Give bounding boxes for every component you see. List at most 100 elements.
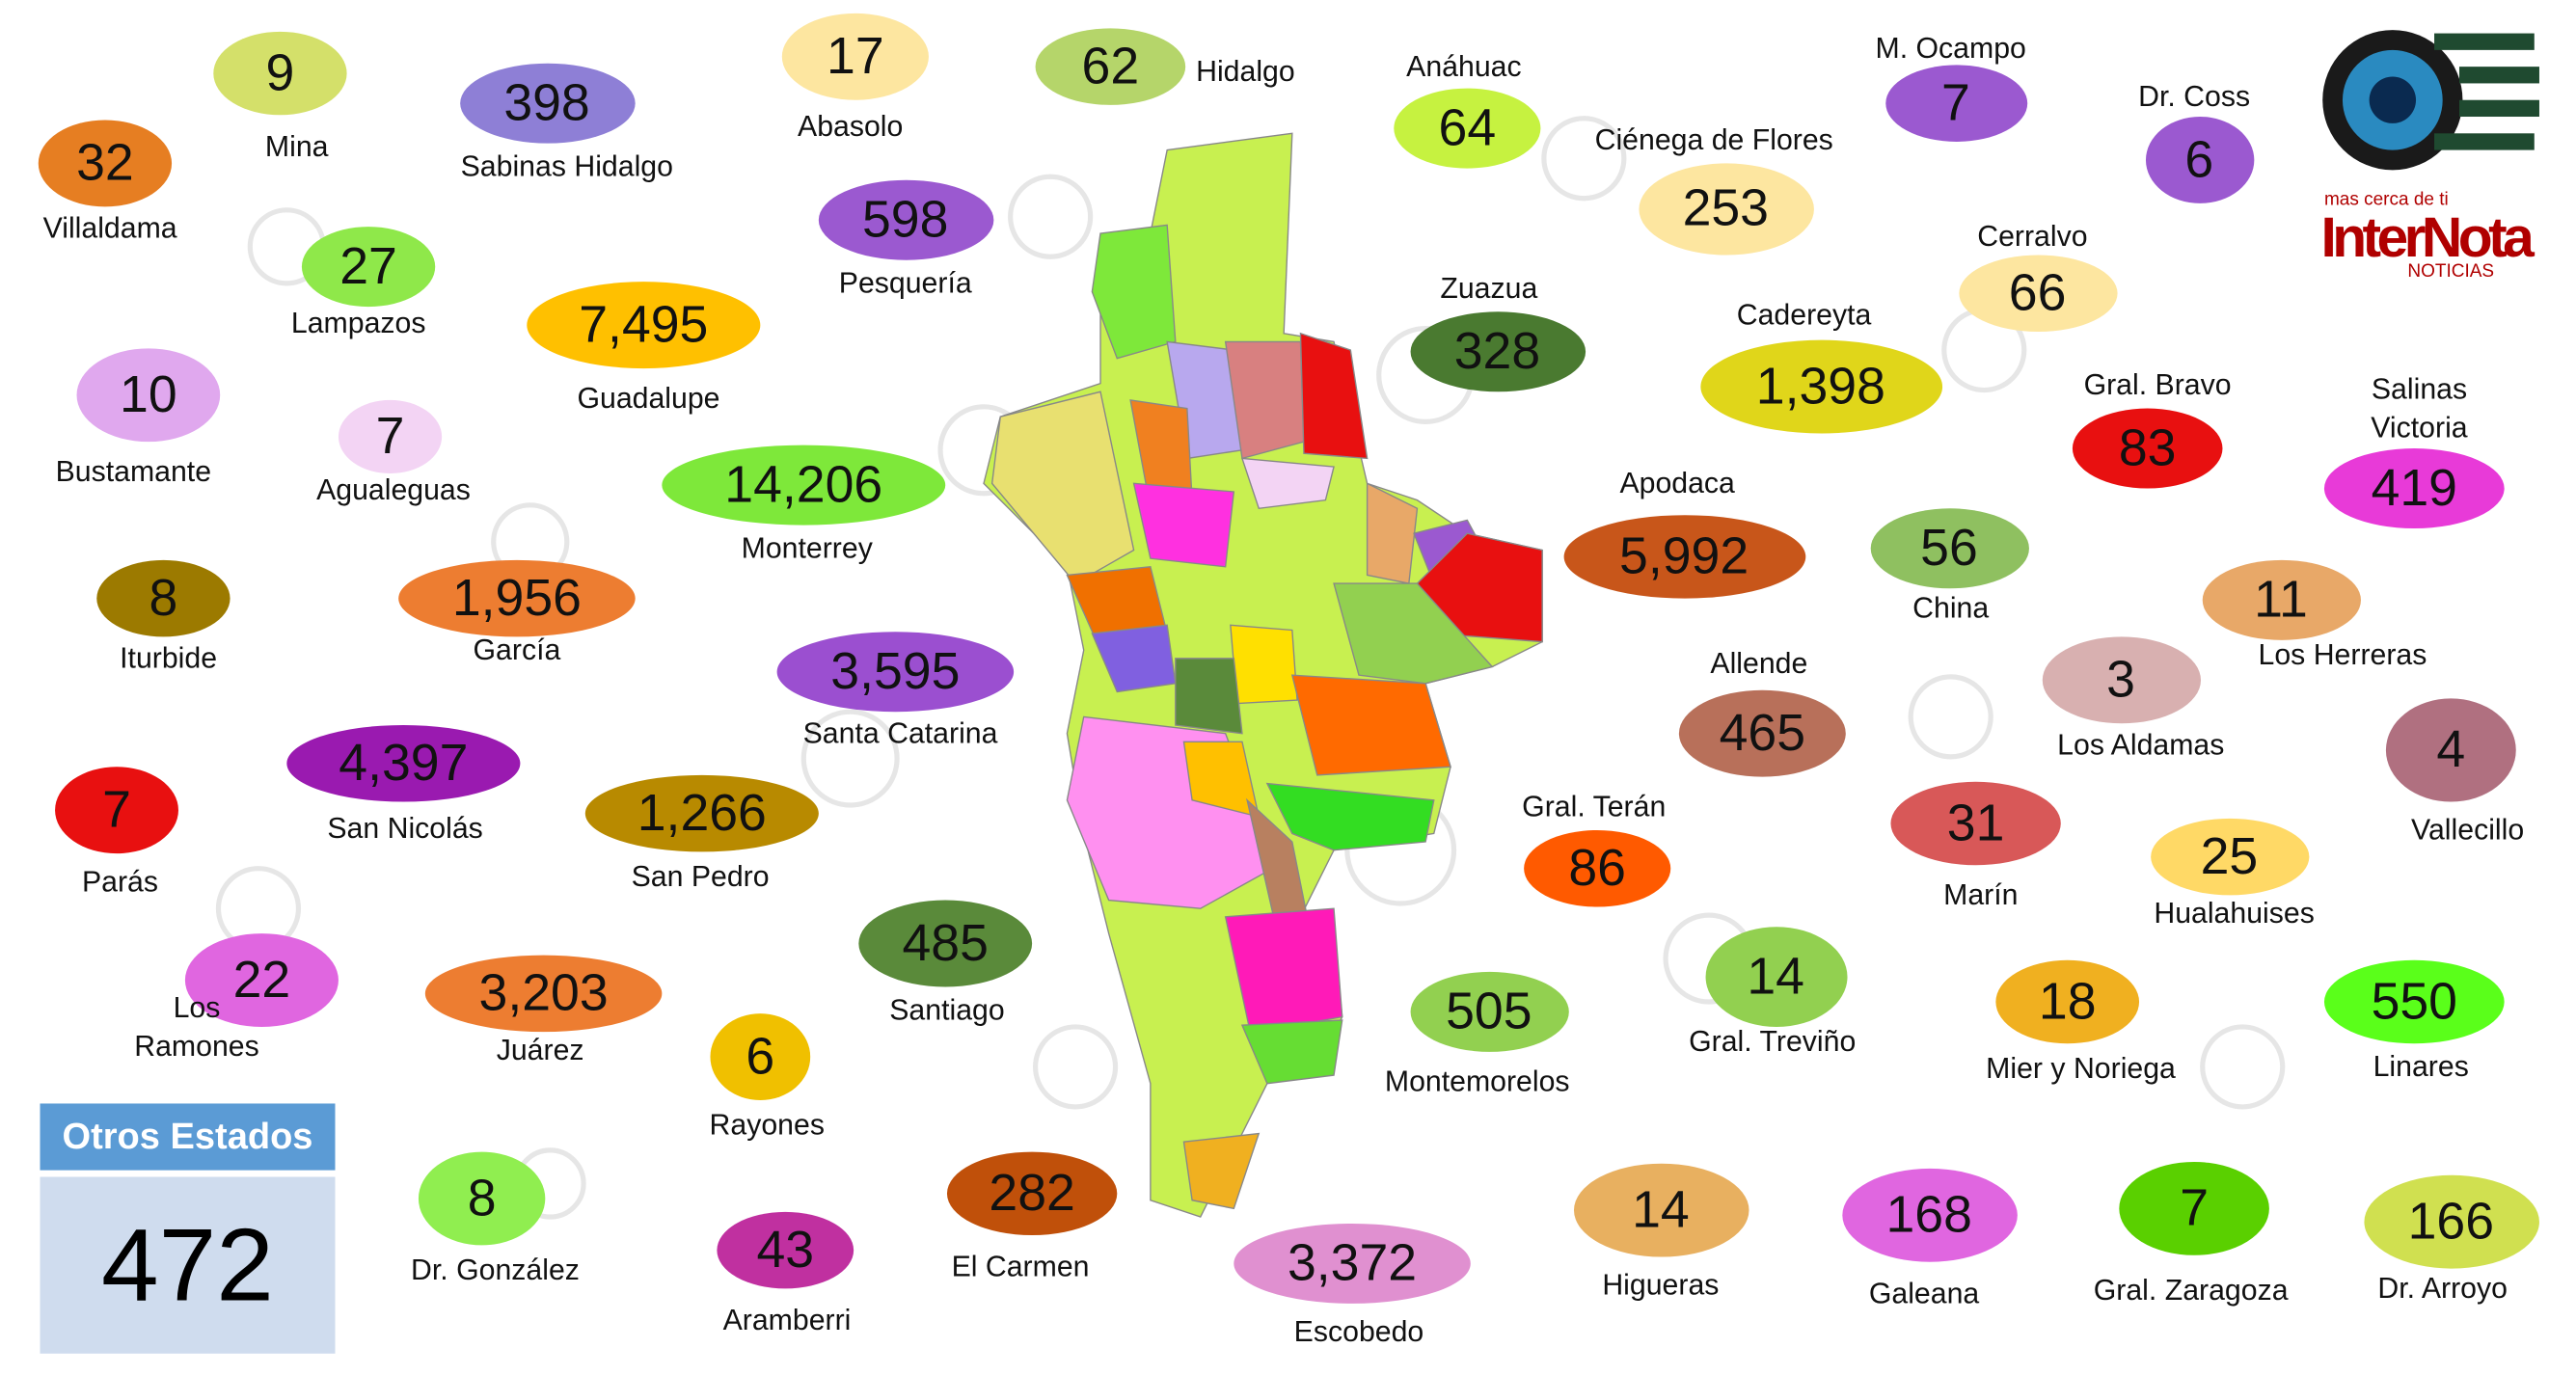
case-count: 14 xyxy=(1573,1163,1749,1257)
municipality-name: García xyxy=(473,633,561,666)
case-count: 4 xyxy=(2385,698,2516,802)
case-count: 17 xyxy=(781,13,929,100)
case-count: 7 xyxy=(2119,1161,2269,1255)
case-count: 25 xyxy=(2150,818,2309,896)
case-count: 168 xyxy=(1841,1168,2017,1262)
municipality-name: Parás xyxy=(81,864,158,899)
case-count: 505 xyxy=(1409,971,1568,1052)
case-count: 253 xyxy=(1638,162,1814,255)
case-count: 7 xyxy=(55,767,178,854)
municipality-name: Agualeguas xyxy=(316,472,471,506)
case-count: 83 xyxy=(2072,408,2223,489)
municipality-name: Linares xyxy=(2373,1049,2469,1084)
case-count: 419 xyxy=(2323,448,2505,529)
case-count: 4,397 xyxy=(286,725,521,802)
municipality-name: Los Aldamas xyxy=(2057,727,2225,762)
municipality-name: Montemorelos xyxy=(1384,1065,1570,1098)
municipality-name: M. Ocampo xyxy=(1875,31,2026,65)
municipality-name: China xyxy=(1912,591,1990,625)
municipality-name: Monterrey xyxy=(741,530,873,565)
case-count: 14 xyxy=(1704,927,1847,1027)
case-count: 27 xyxy=(301,227,436,308)
municipality-name: Hidalgo xyxy=(1196,54,1295,88)
case-count: 32 xyxy=(38,120,173,207)
case-count: 8 xyxy=(96,559,230,637)
municipality-name: Dr. Arroyo xyxy=(2377,1271,2508,1306)
other-states-count: 472 xyxy=(40,1176,336,1354)
municipality-name: Marín xyxy=(1943,877,2019,912)
municipality-name: Los Ramones xyxy=(134,990,259,1063)
municipality-name: Bustamante xyxy=(55,454,212,488)
municipality-name: Lampazos xyxy=(290,306,426,340)
municipality-name: Santiago xyxy=(889,992,1005,1027)
case-count: 3,372 xyxy=(1234,1223,1471,1304)
case-count: 66 xyxy=(1958,255,2117,333)
case-count: 43 xyxy=(717,1211,854,1289)
case-count: 10 xyxy=(76,348,221,443)
municipality-name: Gral. Treviño xyxy=(1689,1024,1857,1059)
municipality-name: Cadereyta xyxy=(1736,297,1872,332)
municipality-name: Escobedo xyxy=(1293,1314,1424,1348)
case-count: 7,495 xyxy=(527,282,761,369)
case-count: 485 xyxy=(858,900,1033,987)
municipality-name: Abasolo xyxy=(798,109,904,144)
municipality-name: Mier y Noriega xyxy=(1986,1051,2176,1085)
case-count: 5,992 xyxy=(1562,515,1805,599)
case-count: 18 xyxy=(1995,959,2140,1044)
case-count: 465 xyxy=(1678,689,1846,777)
municipality-name: Apodaca xyxy=(1619,466,1735,499)
municipality-name: San Nicolás xyxy=(327,811,483,845)
municipality-name: Santa Catarina xyxy=(802,715,998,750)
case-count: 62 xyxy=(1035,28,1186,105)
municipality-name: Juárez xyxy=(496,1033,584,1066)
municipality-name: San Pedro xyxy=(631,859,770,893)
case-count: 86 xyxy=(1524,829,1671,907)
case-count: 1,398 xyxy=(1699,339,1942,434)
municipality-name: Rayones xyxy=(709,1108,825,1142)
case-count: 1,956 xyxy=(398,559,636,637)
case-count: 6 xyxy=(2145,117,2254,203)
case-count: 398 xyxy=(459,63,635,144)
case-count: 31 xyxy=(1890,781,2061,866)
municipality-name: Ciénega de Flores xyxy=(1594,122,1833,156)
case-count: 282 xyxy=(946,1151,1118,1236)
case-count: 166 xyxy=(2363,1174,2539,1269)
logo: mas cerca de ti InterNota NOTICIAS xyxy=(2320,30,2539,282)
municipality-name: Los Herreras xyxy=(2258,637,2427,672)
case-count: 56 xyxy=(1869,508,2029,589)
municipality-name: Zuazua xyxy=(1440,271,1538,305)
logo-subtitle: NOTICIAS xyxy=(2407,261,2494,282)
state-map xyxy=(983,132,1543,1218)
other-states-header: Otros Estados xyxy=(40,1103,336,1171)
municipality-name: Villaldama xyxy=(42,210,177,245)
case-count: 598 xyxy=(817,179,993,260)
logo-tagline: mas cerca de ti xyxy=(2324,190,2449,210)
municipality-name: Sabinas Hidalgo xyxy=(460,148,673,183)
municipality-name: Dr. Coss xyxy=(2138,79,2251,113)
municipality-name: Higueras xyxy=(1602,1267,1720,1302)
municipality-name: Pesquería xyxy=(838,265,972,300)
case-count: 64 xyxy=(1394,88,1541,169)
municipality-name: Gral. Bravo xyxy=(2083,367,2232,401)
municipality-name: Dr. González xyxy=(411,1253,580,1286)
municipality-name: Anáhuac xyxy=(1406,49,1522,83)
municipality-name: Salinas Victoria xyxy=(2371,371,2468,444)
case-count: 7 xyxy=(1885,65,2027,142)
virus-decor xyxy=(215,116,2286,1220)
municipality-name: El Carmen xyxy=(951,1249,1090,1283)
case-count: 11 xyxy=(2201,559,2361,640)
case-count: 7 xyxy=(338,399,443,473)
municipality-name: Allende xyxy=(1710,646,1808,680)
case-count: 9 xyxy=(213,31,347,116)
municipality-name: Vallecillo xyxy=(2411,813,2525,847)
case-count: 550 xyxy=(2323,959,2505,1044)
municipality-name: Guadalupe xyxy=(577,381,720,415)
logo-name: InterNota xyxy=(2320,206,2535,269)
municipality-name: Hualahuises xyxy=(2154,896,2315,930)
case-count: 22 xyxy=(184,933,339,1027)
municipality-name: Gral. Zaragoza xyxy=(2093,1273,2289,1307)
case-count: 14,206 xyxy=(662,445,946,526)
municipality-name: Gral. Terán xyxy=(1522,789,1667,823)
